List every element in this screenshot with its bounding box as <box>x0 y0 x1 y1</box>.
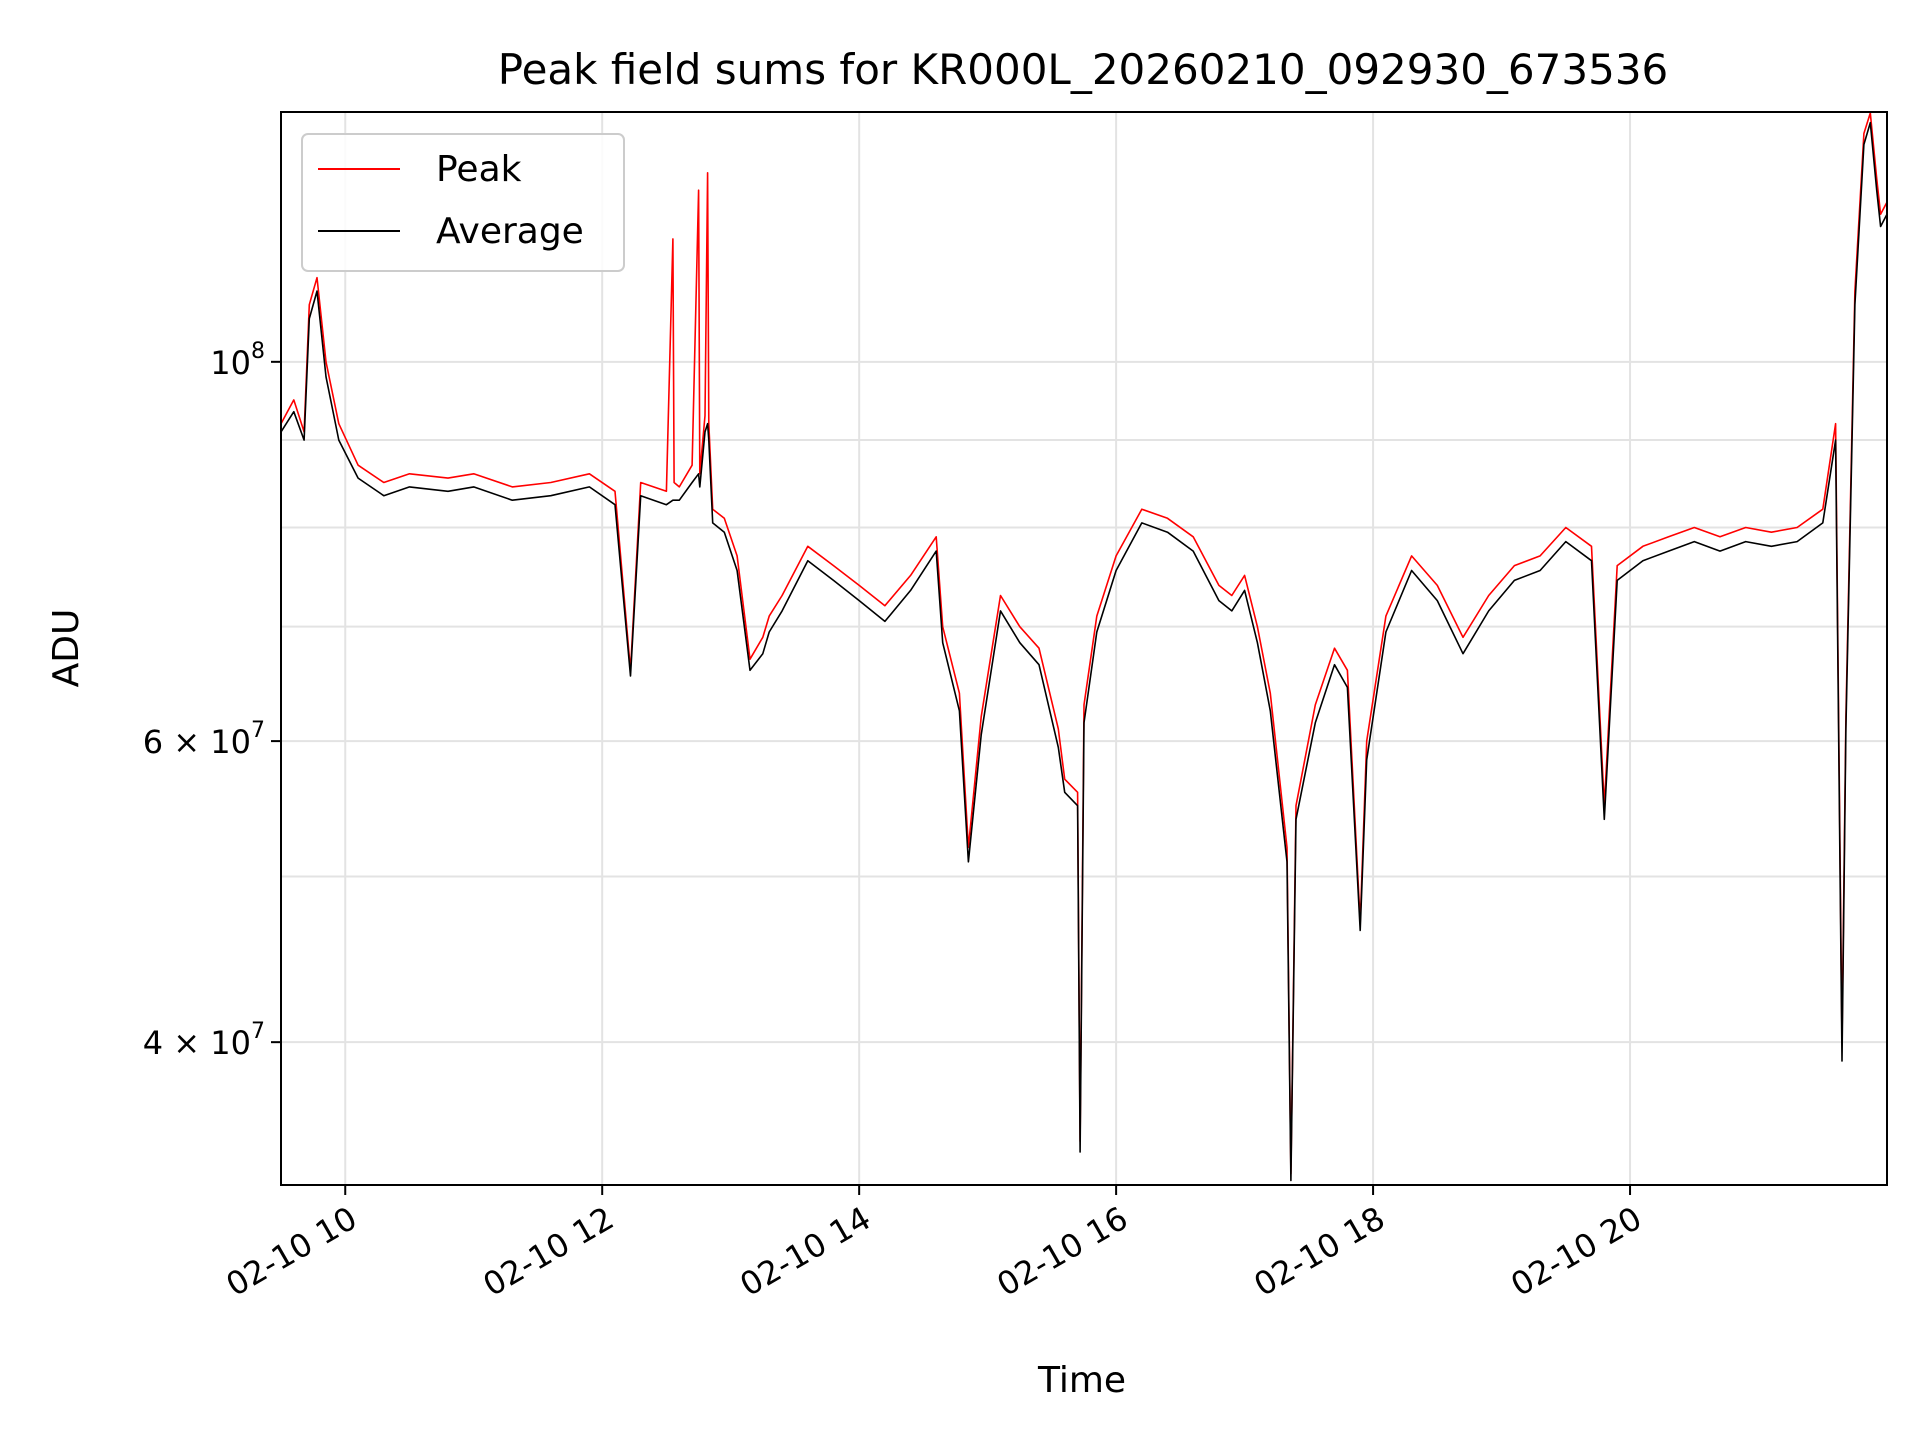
y-tick-times: × <box>163 723 210 761</box>
y-tick-times: × <box>163 1024 210 1062</box>
y-tick-label: 4 × 107 <box>143 1019 265 1062</box>
y-tick: 4 × 107 <box>143 1019 281 1062</box>
y-tick-mantissa: 4 <box>143 1024 163 1062</box>
x-axis-label: Time <box>1037 1360 1126 1401</box>
y-tick: 108 <box>210 339 281 382</box>
series-line-average <box>280 121 1888 1182</box>
legend-label-peak: Peak <box>436 149 522 190</box>
chart-title: Peak field sums for KR000L_20260210_0929… <box>498 45 1669 94</box>
y-tick-label: 108 <box>210 339 265 382</box>
grid-layer <box>281 112 1887 1185</box>
legend-label-average: Average <box>436 211 584 252</box>
y-tick-label: 6 × 107 <box>143 718 265 761</box>
y-tick-exponent: 7 <box>251 1019 265 1044</box>
y-axis-label: ADU <box>46 609 87 688</box>
y-tick-exponent: 8 <box>251 339 265 364</box>
plot-frame <box>280 111 1888 1186</box>
y-tick-base: 10 <box>210 723 251 761</box>
y-tick-base: 10 <box>210 344 251 382</box>
y-tick-base: 10 <box>210 1024 251 1062</box>
plot-series <box>280 112 1888 1182</box>
y-tick: 6 × 107 <box>143 718 281 761</box>
y-ticks: 108 6 × 107 4 × 107 <box>143 339 281 1062</box>
y-tick-exponent: 7 <box>251 718 265 743</box>
legend: Peak Average <box>301 133 625 272</box>
y-tick-mantissa: 6 <box>143 723 163 761</box>
